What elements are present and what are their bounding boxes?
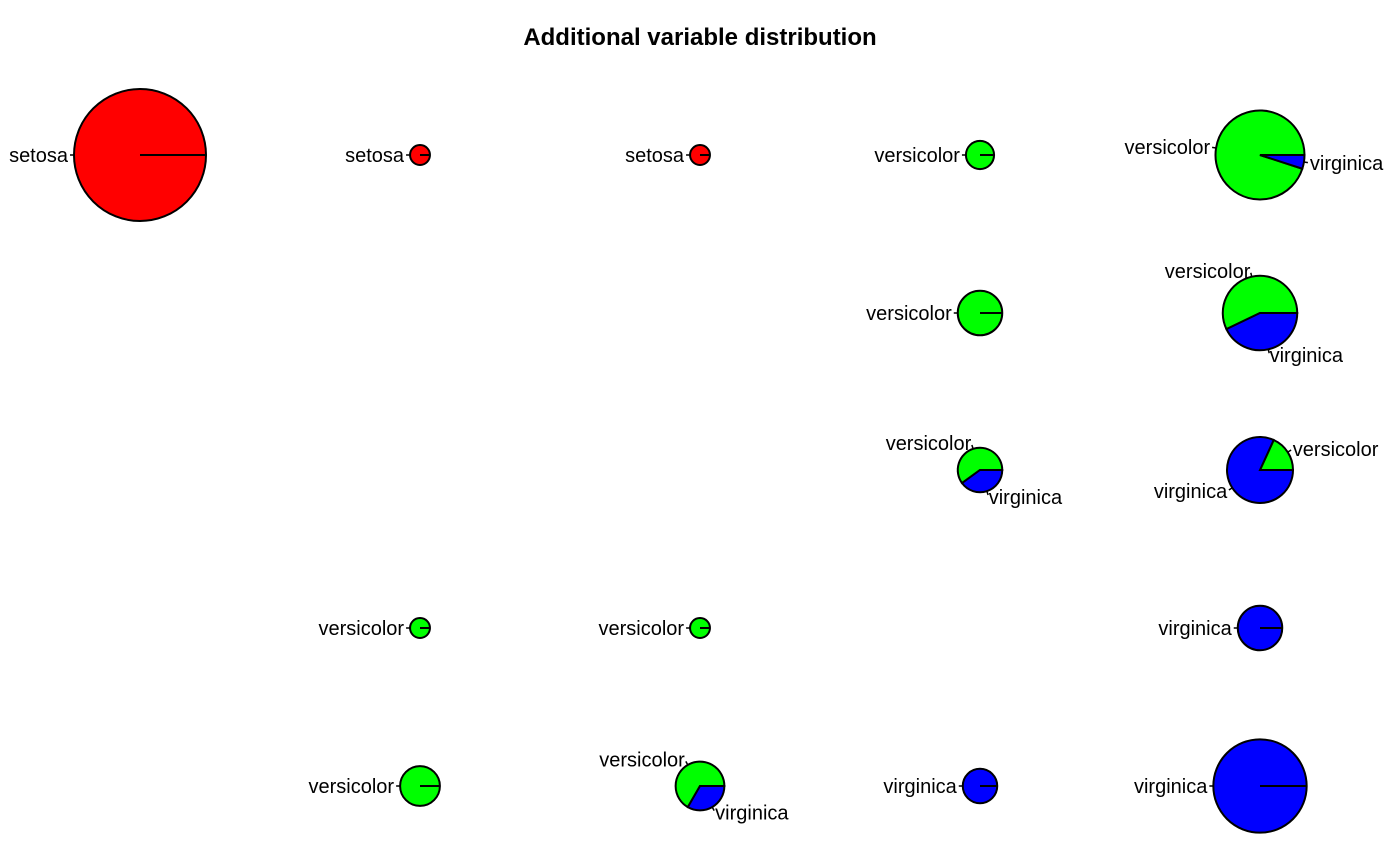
pie-label-versicolor: versicolor	[318, 618, 404, 640]
pie-label-versicolor: versicolor	[1125, 137, 1211, 159]
pie-label-tick	[711, 806, 715, 811]
pie-label-virginica: virginica	[989, 487, 1063, 509]
pie-label-versicolor: versicolor	[886, 433, 972, 455]
pie-label-setosa: setosa	[9, 145, 69, 167]
pie-label-virginica: virginica	[1310, 153, 1384, 175]
pie-label-versicolor: versicolor	[598, 618, 684, 640]
pie-3-4: versicolor virginica	[886, 433, 1063, 509]
pie-label-tick	[1267, 349, 1270, 354]
pie-label-versicolor: versicolor	[599, 750, 685, 772]
pie-label-versicolor: versicolor	[1293, 439, 1379, 461]
pie-5-4: virginica	[883, 767, 999, 805]
pie-1-1: setosa	[9, 88, 207, 222]
pie-1-5: versicolor virginica	[1125, 109, 1384, 201]
pie-4-5: virginica	[1158, 604, 1284, 652]
pie-label-versicolor: versicolor	[1165, 261, 1251, 283]
pie-slice-virginica	[960, 469, 1004, 494]
pie-label-tick	[685, 761, 689, 766]
pie-1-3: setosa	[625, 144, 711, 167]
pie-slice-versicolor	[674, 760, 726, 809]
pie-label-versicolor: versicolor	[309, 776, 395, 798]
pie-3-5: versicolor virginica	[1154, 436, 1379, 504]
pie-4-3: versicolor	[598, 617, 711, 640]
pie-label-virginica: virginica	[883, 776, 957, 798]
pie-label-versicolor: versicolor	[874, 145, 960, 167]
pie-1-4: versicolor	[874, 139, 996, 171]
pie-label-versicolor: versicolor	[866, 303, 952, 325]
pie-5-2: versicolor	[309, 765, 441, 807]
pie-label-tick	[971, 444, 974, 450]
pie-label-virginica: virginica	[1270, 345, 1344, 367]
pie-2-5: versicolor virginica	[1165, 261, 1344, 367]
pie-5-3: versicolor virginica	[599, 750, 789, 825]
pie-label-tick	[1303, 161, 1309, 164]
pie-label-tick	[1211, 146, 1217, 149]
pie-4-2: versicolor	[318, 617, 431, 640]
pie-label-virginica: virginica	[1154, 481, 1228, 503]
pie-5-5: virginica	[1134, 738, 1308, 834]
pie-label-tick	[1228, 487, 1233, 491]
pie-slice-virginica	[686, 785, 726, 812]
pie-label-tick	[986, 490, 989, 496]
pie-label-tick	[1250, 272, 1253, 277]
chart-title: Additional variable distribution	[523, 24, 877, 51]
pie-label-virginica: virginica	[1134, 776, 1208, 798]
pie-label-setosa: setosa	[625, 145, 685, 167]
pie-label-setosa: setosa	[345, 145, 405, 167]
pie-2-4: versicolor	[866, 289, 1004, 337]
pie-1-2: setosa	[345, 144, 431, 167]
pie-slice-versicolor	[1221, 274, 1299, 331]
pie-label-tick	[1287, 449, 1292, 453]
pie-slice-versicolor	[956, 446, 1004, 485]
pie-slice-virginica	[1225, 312, 1299, 352]
pie-label-virginica: virginica	[1158, 618, 1232, 640]
pie-label-virginica: virginica	[715, 802, 789, 824]
